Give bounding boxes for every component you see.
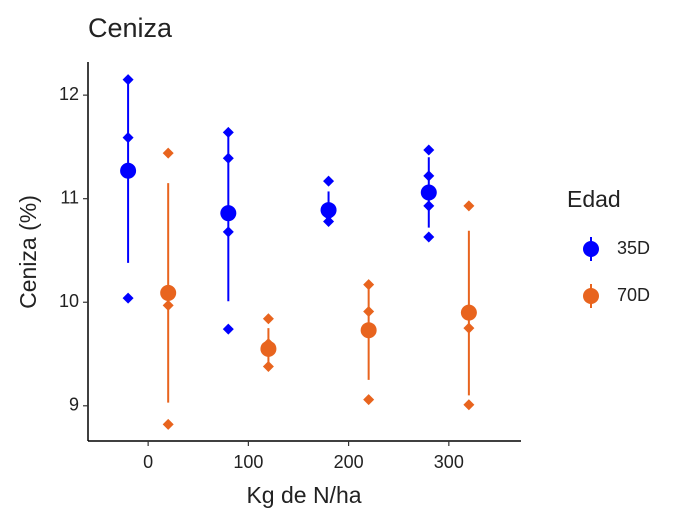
raw-point <box>222 126 234 138</box>
y-tick-label: 10 <box>59 291 79 311</box>
legend-title: Edad <box>567 186 621 212</box>
legend-marker <box>583 241 599 257</box>
raw-point <box>222 152 234 164</box>
raw-point <box>222 226 234 238</box>
y-tick-label: 12 <box>59 84 79 104</box>
raw-point <box>463 322 475 334</box>
raw-point <box>262 313 274 325</box>
x-tick-label: 300 <box>434 452 464 472</box>
raw-point <box>122 292 134 304</box>
raw-point <box>323 175 335 187</box>
mean-point <box>160 284 177 301</box>
raw-point <box>363 279 375 291</box>
raw-point <box>463 399 475 411</box>
x-tick-label: 200 <box>334 452 364 472</box>
raw-point <box>122 74 134 86</box>
x-tick-label: 100 <box>233 452 263 472</box>
mean-point <box>260 340 277 357</box>
raw-point <box>262 360 274 372</box>
raw-point <box>222 323 234 335</box>
raw-point <box>463 200 475 212</box>
mean-point <box>320 202 337 219</box>
raw-point <box>423 144 435 156</box>
raw-point <box>423 231 435 243</box>
raw-point <box>323 215 335 227</box>
raw-point <box>363 394 375 406</box>
raw-point <box>423 170 435 182</box>
raw-point <box>162 299 174 311</box>
mean-point <box>360 322 377 339</box>
raw-point <box>162 147 174 159</box>
legend-label: 35D <box>617 238 650 258</box>
raw-point <box>162 418 174 430</box>
legend-marker <box>583 288 599 304</box>
raw-point <box>122 132 134 144</box>
mean-point <box>220 205 237 222</box>
chart-title: Ceniza <box>88 13 173 43</box>
raw-point <box>363 306 375 318</box>
y-tick-label: 11 <box>60 187 79 207</box>
y-tick-label: 9 <box>69 395 79 415</box>
legend-label: 70D <box>617 285 650 305</box>
y-axis-label: Ceniza (%) <box>15 195 41 309</box>
x-tick-label: 0 <box>143 452 153 472</box>
raw-point <box>423 200 435 212</box>
mean-point <box>420 184 437 201</box>
mean-point <box>460 304 477 321</box>
mean-point <box>120 162 137 179</box>
x-axis-label: Kg de N/ha <box>246 482 361 508</box>
